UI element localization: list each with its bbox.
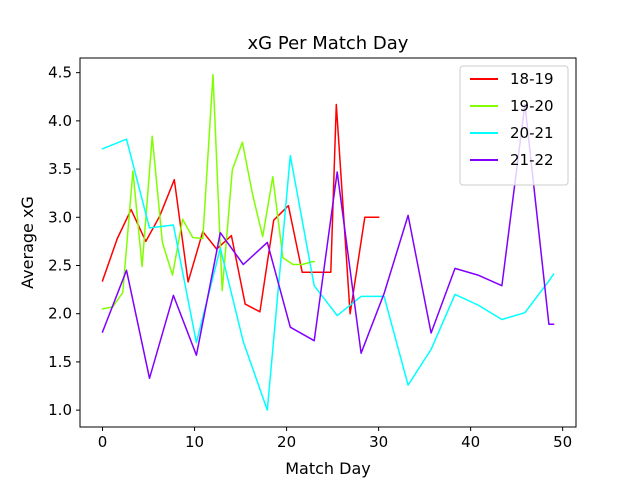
y-tick-label: 4.0 <box>48 112 72 130</box>
x-tick-label: 0 <box>98 433 108 451</box>
legend-label-19-20: 19-20 <box>510 97 554 115</box>
x-tick-label: 40 <box>461 433 480 451</box>
y-tick-label: 1.0 <box>48 401 72 419</box>
x-tick-label: 20 <box>277 433 296 451</box>
legend-label-18-19: 18-19 <box>510 70 554 88</box>
series-line-20-21 <box>101 138 555 411</box>
legend-label-21-22: 21-22 <box>510 151 554 169</box>
series-layer <box>101 73 555 411</box>
y-tick-label: 2.5 <box>48 256 72 274</box>
y-tick-label: 3.5 <box>48 160 72 178</box>
plot-frame <box>79 57 577 428</box>
y-axis-label: Average xG <box>18 196 37 289</box>
y-tick-label: 2.0 <box>48 305 72 323</box>
series-line-18-19 <box>101 103 380 315</box>
y-tick-label: 3.0 <box>48 208 72 226</box>
y-axis: 1.0 1.5 2.0 2.5 3.0 3.5 4.0 4.5 <box>48 64 80 419</box>
x-tick-label: 30 <box>369 433 388 451</box>
x-tick-label: 10 <box>185 433 204 451</box>
x-tick-label: 50 <box>553 433 572 451</box>
y-tick-label: 4.5 <box>48 64 72 82</box>
legend-label-20-21: 20-21 <box>510 124 554 142</box>
chart-title: xG Per Match Day <box>248 33 409 54</box>
series-line-21-22 <box>101 103 555 380</box>
series-line-19-20 <box>101 73 315 310</box>
y-tick-label: 1.5 <box>48 353 72 371</box>
legend-box <box>459 65 569 186</box>
x-axis: 0 10 20 30 40 50 <box>98 427 572 451</box>
x-axis-label: Match Day <box>285 459 371 478</box>
legend: 18-19 19-20 20-21 21-22 <box>459 65 569 186</box>
